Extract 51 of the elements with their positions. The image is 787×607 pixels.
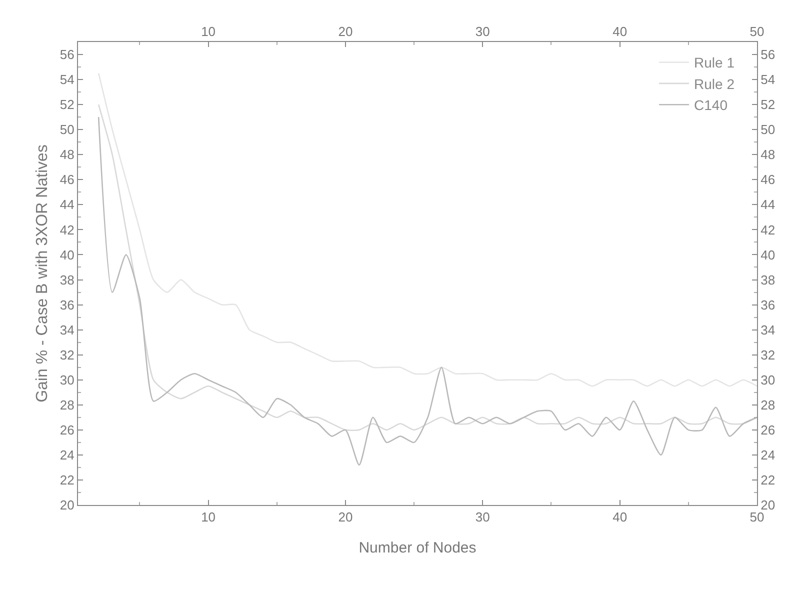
y2-tick-label: 54: [760, 72, 776, 88]
x-axis-title: Number of Nodes: [358, 540, 476, 557]
y2-tick-label: 30: [760, 372, 776, 388]
y2-tick-label: 28: [760, 397, 776, 412]
y-tick-label: 30: [60, 372, 74, 388]
y2-tick-label: 38: [760, 272, 776, 288]
x-tick-label: 10: [201, 24, 216, 39]
y-tick-label: 54: [60, 72, 74, 88]
y-tick-label: 56: [60, 47, 74, 62]
y-tick-label: 38: [60, 272, 74, 288]
y2-tick-label: 36: [760, 297, 776, 312]
y-tick-label: 28: [60, 397, 74, 412]
y2-tick-label: 26: [760, 422, 776, 438]
y2-tick-label: 24: [760, 448, 776, 462]
y-tick-label: 22: [60, 472, 74, 488]
legend-label: Rule 1: [694, 54, 735, 71]
y-tick-label: 32: [60, 347, 74, 362]
y-tick-label: 20: [60, 498, 74, 513]
legend-label: Rule 2: [694, 76, 735, 92]
y-tick-label: 42: [60, 222, 74, 238]
y-tick-label: 48: [60, 147, 74, 162]
y-tick-label: 50: [60, 122, 74, 138]
x2-tick-label: 10: [201, 510, 216, 525]
x2-tick-label: 40: [612, 510, 628, 525]
y2-tick-label: 34: [760, 322, 776, 338]
x-tick-label: 40: [612, 24, 628, 39]
y-tick-label: 52: [60, 97, 74, 112]
y-tick-label: 46: [60, 172, 74, 188]
y2-tick-label: 56: [760, 47, 776, 62]
legend-label: C140: [694, 97, 728, 114]
y2-tick-label: 46: [760, 172, 776, 188]
y2-tick-label: 42: [760, 222, 776, 238]
y-tick-label: 36: [60, 297, 74, 312]
y-axis-title: Gain % - Case B with 3XOR Natives: [34, 144, 51, 402]
y2-tick-label: 40: [760, 247, 776, 262]
y2-tick-label: 32: [760, 347, 776, 362]
x-tick-label: 20: [338, 24, 353, 39]
y2-tick-label: 48: [760, 147, 776, 162]
y2-tick-label: 44: [760, 197, 776, 212]
x-tick-label: 30: [475, 24, 490, 39]
y2-tick-label: 50: [760, 122, 776, 138]
y-tick-label: 40: [60, 247, 74, 262]
y-tick-label: 24: [60, 448, 74, 462]
y2-tick-label: 22: [760, 472, 776, 488]
y-tick-label: 26: [60, 422, 74, 438]
x2-tick-label: 30: [475, 510, 490, 525]
y-tick-label: 34: [60, 322, 74, 338]
y-tick-label: 44: [60, 197, 74, 212]
y2-tick-label: 52: [760, 97, 776, 112]
x-tick-label: 50: [750, 24, 764, 39]
x2-tick-label: 20: [338, 510, 353, 525]
